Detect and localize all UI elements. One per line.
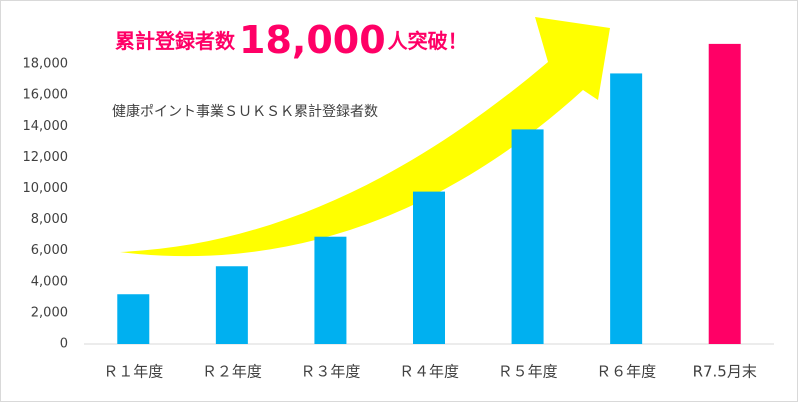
y-tick-label: 4,000: [31, 274, 68, 289]
bar: [117, 294, 150, 344]
y-tick-label: 14,000: [23, 119, 69, 134]
chart-subtitle: 健康ポイント事業ＳＵＫＳＫ累計登録者数: [112, 103, 378, 120]
y-tick-label: 16,000: [23, 88, 69, 103]
y-tick-label: 2,000: [31, 305, 68, 320]
headline-text: 累計登録者数: [115, 29, 236, 53]
bar: [215, 266, 248, 344]
x-tick-label: Ｒ４年度: [399, 363, 459, 381]
y-tick-label: 12,000: [23, 150, 69, 165]
x-tick-label: Ｒ２年度: [202, 363, 262, 381]
headline: 累計登録者数 18,000 人突破！: [115, 18, 468, 62]
bar: [314, 236, 347, 344]
x-tick-label: Ｒ３年度: [300, 363, 360, 381]
x-tick-label: Ｒ１年度: [103, 363, 163, 381]
y-tick-label: 0: [60, 337, 68, 352]
y-tick-label: 8,000: [31, 212, 68, 227]
headline-text: 人突破！: [388, 29, 468, 53]
y-tick-label: 10,000: [23, 181, 69, 196]
bar: [511, 129, 544, 344]
x-tick-label: Ｒ６年度: [596, 363, 656, 381]
bar: [413, 191, 445, 344]
y-tick-label: 6,000: [31, 243, 68, 258]
y-tick-label: 18,000: [23, 57, 69, 72]
x-tick-label: R7.5月末: [693, 363, 757, 381]
bar: [708, 43, 741, 344]
headline-number: 18,000: [239, 18, 386, 62]
x-tick-label: Ｒ５年度: [498, 363, 558, 381]
bar: [610, 73, 643, 345]
